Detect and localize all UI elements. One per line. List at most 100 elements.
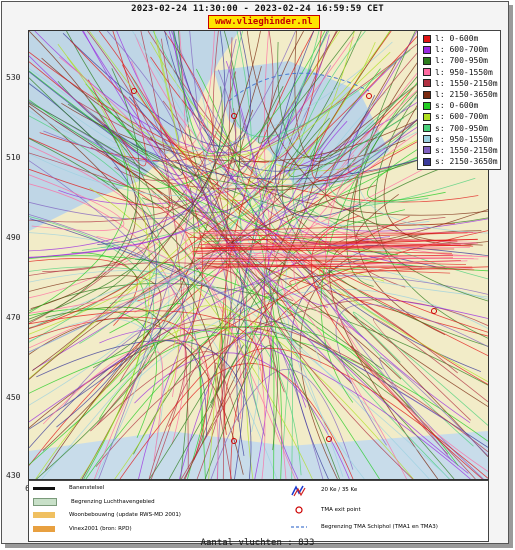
flight-track xyxy=(335,303,488,446)
y-tick: 510 xyxy=(6,153,21,162)
legend-item: l: 0-600m xyxy=(418,33,500,44)
flight-track xyxy=(29,316,209,461)
key-vinex: Vinex2001 (bron: RPD) xyxy=(33,526,132,532)
legend-label: l: 1550-2150m xyxy=(435,78,498,88)
flight-track xyxy=(222,37,233,479)
key-exit-point: TMA exit point xyxy=(291,505,361,515)
flight-track xyxy=(29,86,223,320)
legend-swatch xyxy=(423,79,431,88)
legend-item: s: 950-1550m xyxy=(418,134,500,145)
flight-track xyxy=(70,306,179,479)
map-canvas xyxy=(29,31,488,479)
flight-track xyxy=(327,249,488,298)
flight-track xyxy=(282,358,293,479)
flight-track xyxy=(132,31,344,477)
flight-track xyxy=(206,232,474,242)
flight-track xyxy=(208,263,451,274)
key-housing: Woonbebouwing (update RWS-MD 2001) xyxy=(33,512,181,518)
flight-track xyxy=(42,339,219,479)
flight-track xyxy=(31,31,261,372)
flight-track xyxy=(379,357,488,461)
flight-track xyxy=(270,335,275,479)
flight-track xyxy=(302,120,488,232)
flight-track xyxy=(146,184,296,479)
flight-track xyxy=(281,163,488,347)
flight-track xyxy=(173,305,414,479)
flight-track xyxy=(85,266,371,479)
housing-swatch xyxy=(33,512,55,518)
river-area xyxy=(29,431,488,479)
legend-label: l: 0-600m xyxy=(435,34,479,44)
legend-swatch xyxy=(423,68,431,77)
flight-track xyxy=(204,260,468,270)
flight-track xyxy=(285,91,387,479)
flight-track xyxy=(224,347,488,479)
flight-track xyxy=(147,31,406,288)
flight-track xyxy=(29,236,176,314)
y-tick: 530 xyxy=(6,73,21,82)
legend-item: l: 1550-2150m xyxy=(418,78,500,89)
flight-track xyxy=(97,31,226,245)
flight-track xyxy=(29,185,377,380)
time-range-title: 2023-02-24 11:30:00 - 2023-02-24 16:59:5… xyxy=(131,4,384,14)
flight-track xyxy=(353,31,446,336)
flight-track xyxy=(352,311,488,426)
flight-track xyxy=(29,183,186,445)
legend-item: s: 700-950m xyxy=(418,123,500,134)
flight-track xyxy=(230,64,484,479)
legend-label: l: 950-1550m xyxy=(435,67,493,77)
map-key-panel: Banenstelsel Begrenzing Luchthavengebied… xyxy=(28,480,489,542)
flight-track xyxy=(36,339,252,479)
key-label: Woonbebouwing (update RWS-MD 2001) xyxy=(69,512,181,518)
flight-track xyxy=(198,232,468,237)
flight-track xyxy=(126,288,488,390)
site-logo-label[interactable]: www.vlieghinder.nl xyxy=(208,15,320,29)
flight-track xyxy=(299,230,482,479)
flight-track xyxy=(310,215,483,479)
dashed-line-icon xyxy=(291,522,307,532)
key-runways: Banenstelsel xyxy=(33,485,104,491)
flight-track xyxy=(29,115,160,344)
flight-track xyxy=(204,223,455,232)
legend-item: s: 0-600m xyxy=(418,100,500,111)
flight-track xyxy=(29,71,183,176)
legend-swatch xyxy=(423,157,431,166)
flight-count: Aantal vluchten : 833 xyxy=(200,538,315,548)
flight-track xyxy=(29,275,162,451)
flight-track xyxy=(29,275,199,330)
flight-track xyxy=(29,41,376,335)
flight-track xyxy=(153,31,182,154)
flight-track xyxy=(290,255,389,479)
key-label: TMA exit point xyxy=(321,507,361,513)
flight-track xyxy=(200,248,452,254)
flight-track xyxy=(289,266,488,286)
flight-track xyxy=(152,31,296,168)
flight-track xyxy=(294,31,397,162)
flight-track xyxy=(246,248,382,479)
flight-track xyxy=(29,70,148,156)
flight-track xyxy=(121,245,451,479)
flight-track xyxy=(57,31,391,158)
flight-track xyxy=(29,255,459,466)
flight-track xyxy=(192,257,474,259)
flight-track xyxy=(89,187,313,479)
flight-track xyxy=(311,31,392,181)
flight-track xyxy=(131,31,215,148)
flight-track xyxy=(29,111,155,329)
flight-track xyxy=(195,260,461,269)
flight-track xyxy=(87,31,147,167)
legend-swatch xyxy=(423,124,431,133)
legend-item: l: 950-1550m xyxy=(418,67,500,78)
flight-track xyxy=(29,145,242,419)
flight-track xyxy=(66,31,411,410)
flight-track xyxy=(181,31,355,201)
flight-track xyxy=(187,201,242,479)
flight-track xyxy=(29,310,264,383)
tma-exit-points xyxy=(131,88,437,444)
flight-track xyxy=(29,318,244,475)
flight-track xyxy=(29,31,422,329)
legend-label: s: 600-700m xyxy=(435,112,488,122)
flight-track xyxy=(246,31,483,246)
flight-track-map xyxy=(28,30,489,480)
legend-item: s: 600-700m xyxy=(418,111,500,122)
